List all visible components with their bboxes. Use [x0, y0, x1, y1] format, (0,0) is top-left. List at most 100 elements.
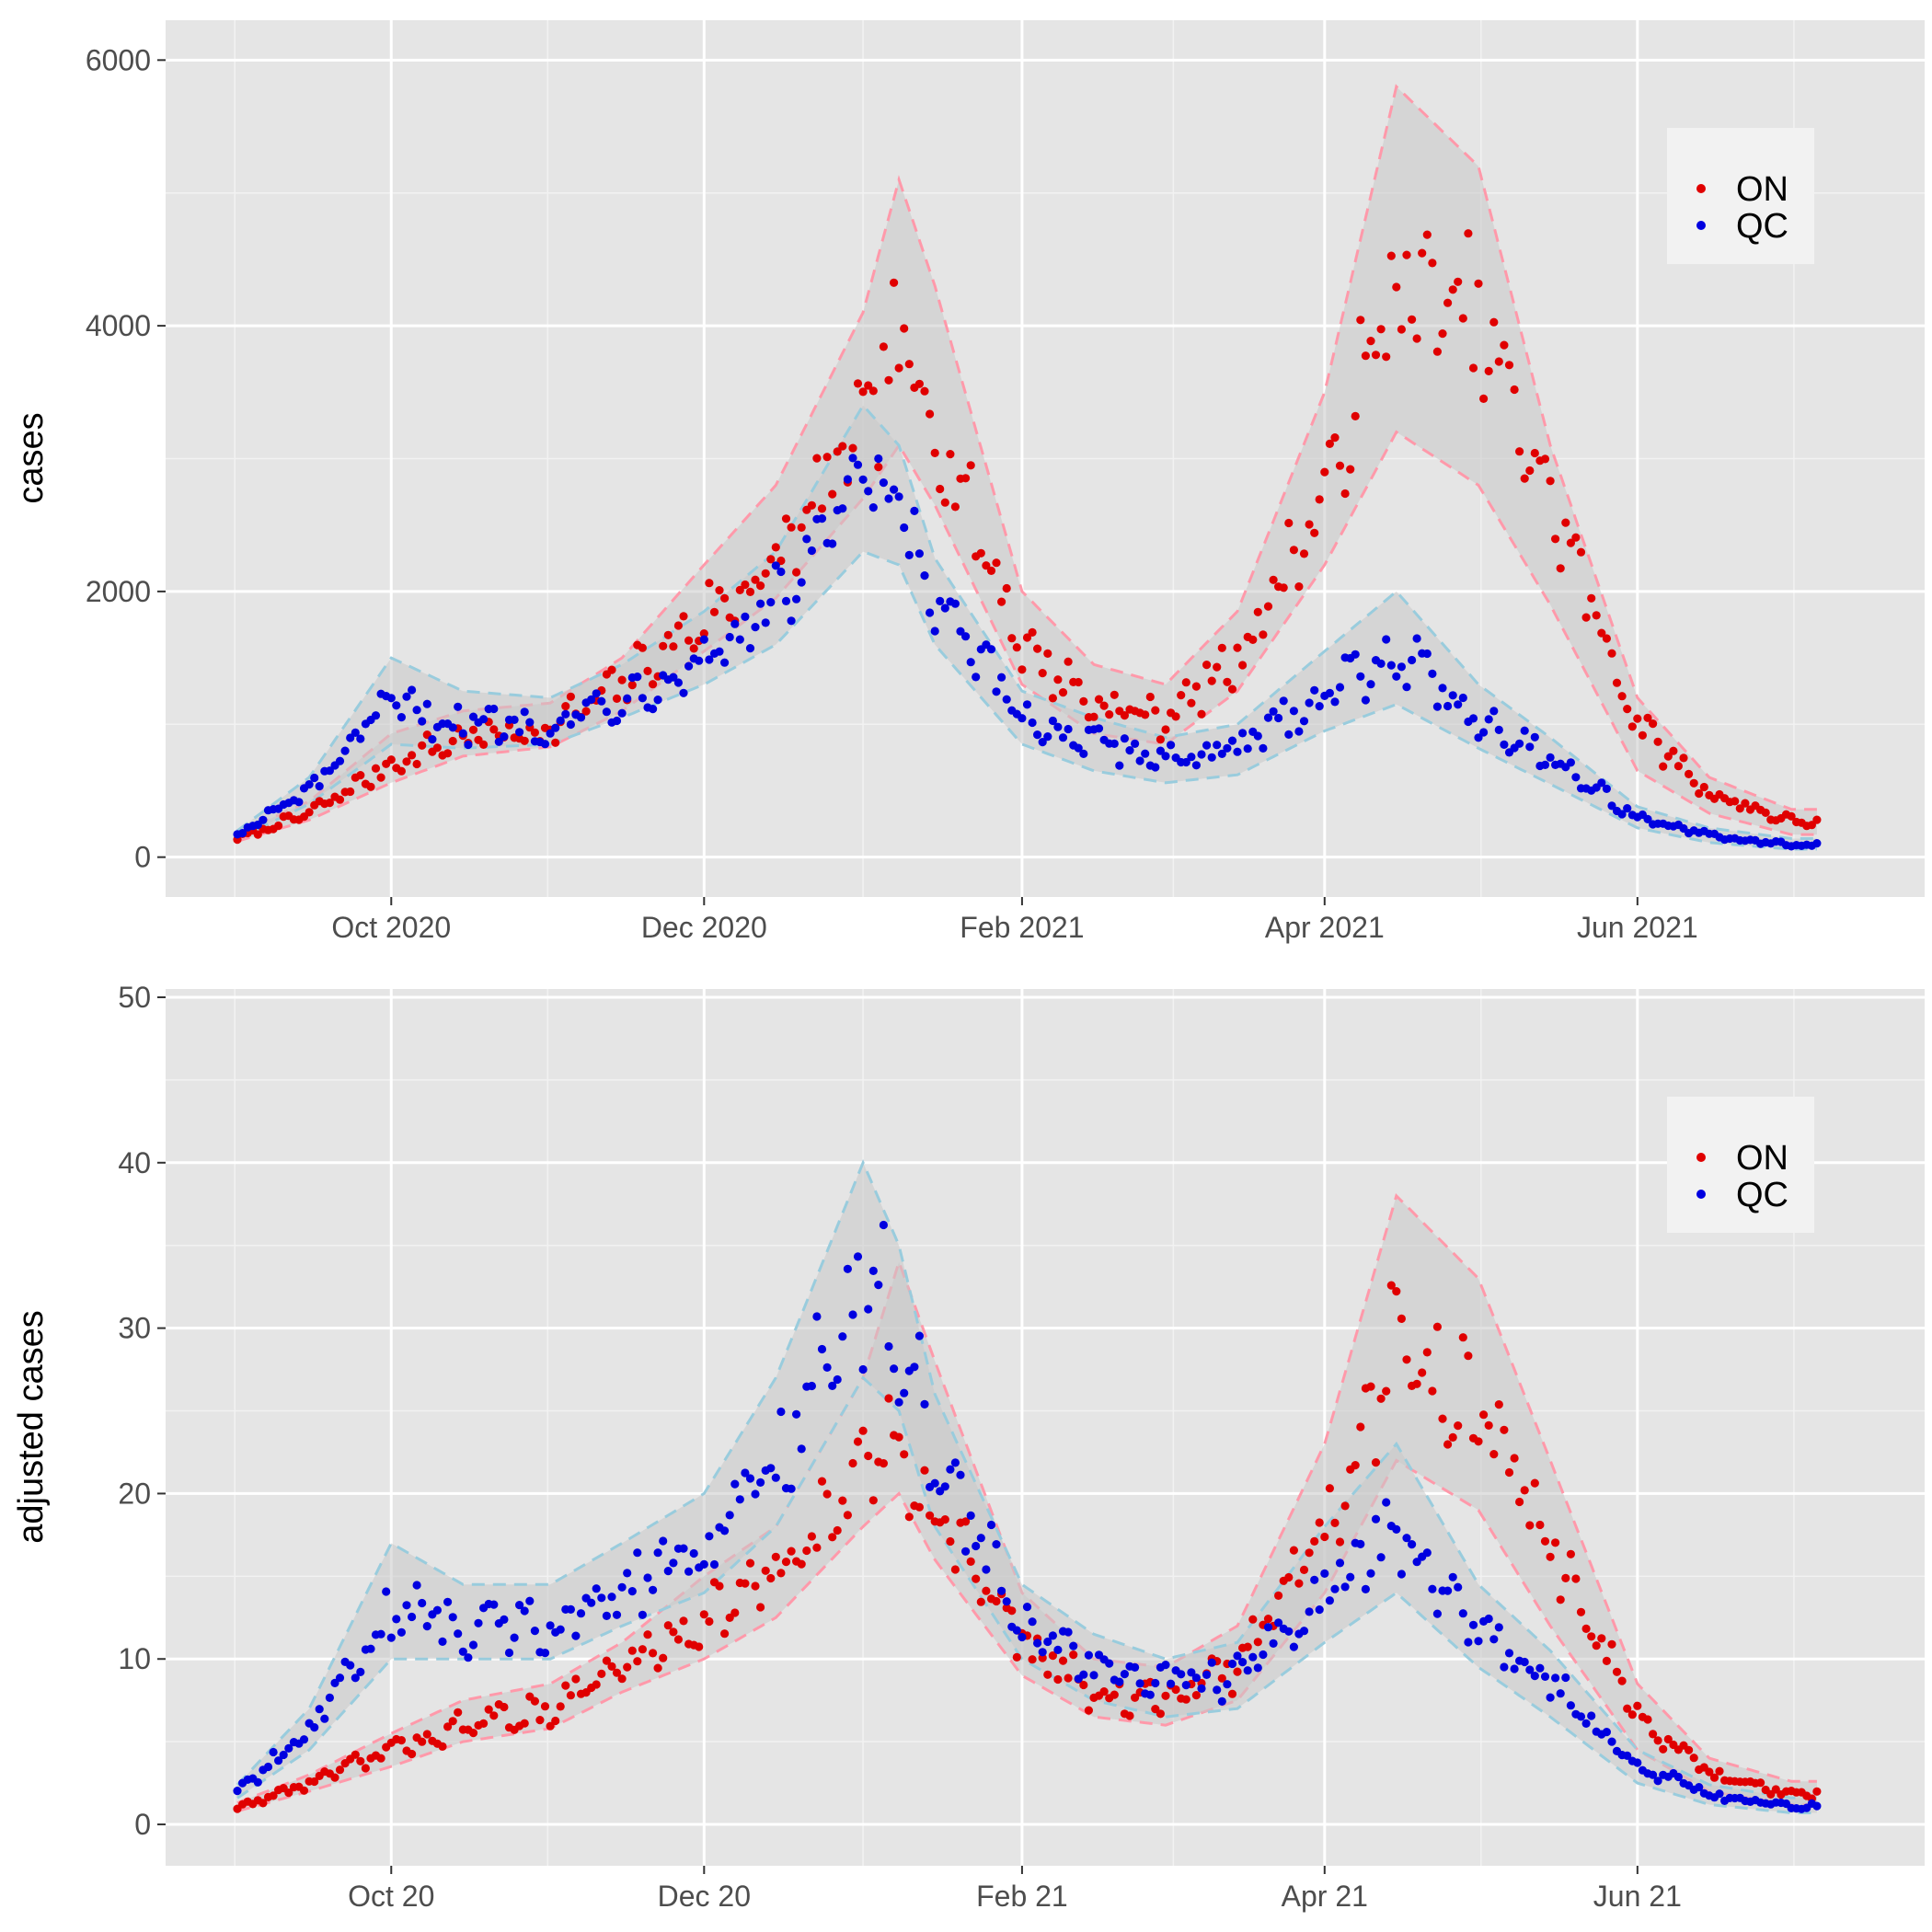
- data-point-on: [1376, 1394, 1386, 1403]
- y-tick-label: 10: [118, 1642, 151, 1675]
- data-point-qc: [848, 454, 857, 463]
- data-point-on: [638, 643, 648, 652]
- bottom-legend-label-qc: QC: [1736, 1176, 1788, 1214]
- data-point-on: [479, 740, 489, 750]
- band-lower-qc: [236, 549, 1817, 851]
- data-point-qc: [510, 1633, 519, 1642]
- data-point-on: [992, 1596, 1001, 1606]
- data-point-on: [1043, 1670, 1052, 1679]
- data-point-qc: [1581, 1719, 1591, 1728]
- data-point-on: [1443, 298, 1453, 307]
- data-point-qc: [1053, 722, 1063, 731]
- x-tick-label: Oct 20: [348, 1880, 434, 1913]
- data-point-qc: [890, 485, 899, 494]
- data-point-qc: [1064, 1627, 1073, 1637]
- data-point-qc: [1474, 733, 1483, 742]
- data-point-on: [1581, 1624, 1591, 1633]
- data-point-on: [627, 1646, 637, 1655]
- data-point-on: [792, 568, 801, 577]
- data-point-on: [1438, 1414, 1447, 1423]
- data-point-on: [1028, 1655, 1037, 1664]
- x-tick-label: Jun 2021: [1577, 911, 1698, 944]
- data-point-qc: [936, 596, 945, 606]
- data-point-on: [1715, 1766, 1724, 1776]
- data-point-on: [1663, 1734, 1673, 1744]
- data-point-qc: [1361, 696, 1370, 705]
- data-point-qc: [335, 756, 345, 765]
- data-point-qc: [838, 504, 847, 513]
- data-point-qc: [643, 1573, 652, 1582]
- bottom-legend-key-on: [1696, 1153, 1706, 1162]
- data-point-qc: [1464, 1638, 1473, 1647]
- data-point-qc: [623, 694, 632, 703]
- data-point-on: [1520, 1486, 1529, 1495]
- data-point-qc: [1325, 1596, 1334, 1605]
- data-point-qc: [1289, 707, 1298, 716]
- data-point-qc: [699, 1559, 708, 1569]
- data-point-on: [1669, 746, 1678, 755]
- data-point-on: [1761, 808, 1770, 818]
- data-point-on: [807, 1532, 817, 1541]
- data-point-qc: [992, 687, 1001, 696]
- data-point-on: [1408, 315, 1417, 324]
- data-point-qc: [1187, 753, 1196, 762]
- data-point-on: [1305, 1548, 1314, 1558]
- data-point-qc: [874, 454, 883, 464]
- data-point-on: [1468, 363, 1478, 373]
- data-point-on: [1284, 518, 1294, 528]
- data-point-on: [397, 1736, 406, 1745]
- data-point-qc: [1500, 740, 1509, 750]
- data-point-qc: [1167, 1679, 1176, 1688]
- data-point-on: [1587, 593, 1596, 603]
- data-point-qc: [443, 1597, 453, 1606]
- data-point-qc: [1320, 1569, 1329, 1578]
- data-point-on: [1018, 665, 1027, 674]
- data-point-on: [1263, 1615, 1273, 1624]
- data-point-on: [1535, 1520, 1545, 1530]
- data-point-qc: [310, 1723, 319, 1732]
- data-point-on: [546, 1721, 555, 1731]
- data-point-qc: [263, 1762, 273, 1772]
- data-point-qc: [653, 1548, 662, 1558]
- data-point-on: [1464, 1351, 1473, 1361]
- data-point-on: [1443, 1440, 1453, 1449]
- data-point-on: [530, 728, 540, 737]
- data-point-qc: [402, 692, 411, 701]
- data-point-qc: [1110, 739, 1119, 749]
- data-point-qc: [868, 503, 878, 512]
- data-point-on: [1125, 1711, 1134, 1720]
- data-point-qc: [1535, 1663, 1545, 1673]
- data-point-on: [1191, 682, 1201, 691]
- data-point-qc: [1253, 731, 1262, 741]
- data-point-qc: [1279, 696, 1288, 706]
- data-point-qc: [828, 1381, 837, 1390]
- data-point-on: [1002, 583, 1011, 593]
- data-point-qc: [787, 616, 796, 626]
- data-point-qc: [961, 632, 971, 641]
- data-point-on: [1448, 1432, 1457, 1442]
- data-point-qc: [551, 723, 560, 732]
- data-point-on: [1007, 634, 1017, 643]
- data-point-qc: [1356, 1539, 1365, 1548]
- data-point-on: [705, 579, 714, 588]
- data-point-qc: [781, 596, 791, 606]
- data-point-qc: [720, 1526, 730, 1535]
- data-point-qc: [454, 702, 463, 711]
- data-point-on: [1592, 1641, 1601, 1650]
- data-point-qc: [1131, 1662, 1140, 1672]
- data-point-qc: [1576, 1712, 1586, 1721]
- data-point-qc: [1443, 701, 1453, 711]
- data-point-on: [1263, 602, 1273, 611]
- data-point-qc: [1135, 756, 1144, 765]
- data-point-on: [1048, 694, 1057, 703]
- data-point-on: [627, 681, 637, 690]
- data-point-qc: [1432, 702, 1442, 711]
- band-fill-on: [237, 1195, 1817, 1811]
- data-point-qc: [807, 1381, 817, 1391]
- data-point-on: [930, 448, 939, 457]
- data-point-on: [894, 1432, 903, 1442]
- data-point-qc: [1500, 1662, 1509, 1672]
- x-tick-label: Oct 2020: [331, 911, 451, 944]
- data-point-qc: [1048, 716, 1057, 726]
